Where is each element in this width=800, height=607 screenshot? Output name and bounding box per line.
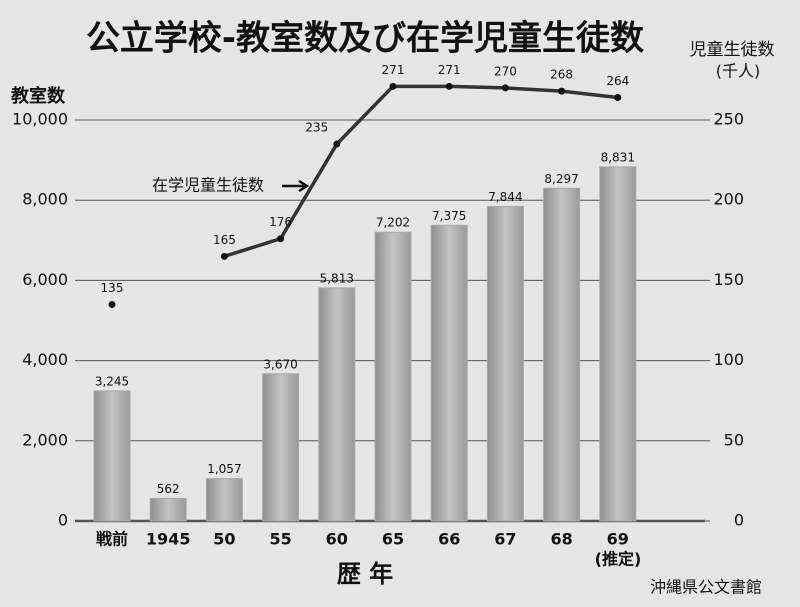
line-value-label: 264	[606, 74, 629, 88]
y2-tick-label: 0	[734, 511, 744, 530]
y-tick-label: 8,000	[22, 190, 68, 209]
line-point	[501, 84, 509, 92]
chart-title: 公立学校-教室数及び在学児童生徒数	[86, 19, 644, 59]
bar-value-label: 8,297	[544, 172, 578, 186]
bar	[374, 231, 412, 522]
x-tick-label: 戦前	[96, 530, 128, 549]
line-point	[108, 300, 116, 308]
y-tick-label: 10,000	[12, 110, 68, 129]
bar-value-label: 562	[157, 482, 180, 496]
bar	[430, 224, 468, 522]
y2-axis-unit: (千人)	[716, 62, 761, 81]
line-point	[389, 82, 397, 90]
x-tick-label: 66	[438, 530, 460, 549]
bar	[149, 497, 187, 522]
bar	[262, 373, 300, 522]
bar	[318, 287, 356, 522]
line-point	[220, 252, 228, 260]
category-note: (推定)	[595, 550, 642, 569]
bar-value-label: 3,245	[95, 374, 129, 388]
x-axis-label: 歴 年	[337, 560, 393, 588]
y-tick-label: 0	[58, 511, 68, 530]
bar	[486, 205, 524, 522]
bar	[543, 187, 581, 522]
x-tick-label: 65	[382, 530, 404, 549]
line-value-label: 271	[382, 63, 405, 77]
line-point	[558, 87, 566, 95]
x-tick-label: 55	[269, 530, 291, 549]
bar-value-label: 8,831	[601, 150, 635, 164]
x-tick-label: 68	[550, 530, 572, 549]
source-watermark: 沖縄県公文書館	[650, 578, 762, 597]
x-tick-label: 69	[607, 530, 629, 549]
bar-value-label: 7,375	[432, 209, 466, 223]
bar	[93, 390, 131, 522]
line-point	[277, 235, 285, 243]
y-tick-label: 4,000	[22, 350, 68, 369]
bar-value-label: 1,057	[207, 462, 241, 476]
line-value-label: 271	[438, 63, 461, 77]
line-point	[333, 140, 341, 148]
bar-value-label: 7,844	[488, 190, 522, 204]
x-tick-label: 60	[326, 530, 348, 549]
line-point	[614, 94, 622, 102]
line-value-label: 135	[101, 281, 124, 295]
line-value-label: 165	[213, 233, 236, 247]
annotation-arrow	[282, 179, 310, 193]
line-value-label: 268	[550, 68, 573, 82]
y2-tick-label: 100	[713, 350, 744, 369]
y2-tick-label: 50	[724, 430, 744, 449]
line-value-label: 235	[305, 121, 328, 135]
y2-tick-label: 150	[713, 270, 744, 289]
series-annotation: 在学児童生徒数	[152, 176, 264, 195]
bar	[599, 166, 637, 522]
bar-value-label: 5,813	[320, 271, 354, 285]
bar-value-label: 3,670	[263, 357, 297, 371]
line	[223, 84, 618, 259]
x-tick-label: 50	[213, 530, 235, 549]
y2-axis-label: 児童生徒数	[690, 40, 775, 60]
line-value-label: 176	[269, 215, 292, 229]
y-tick-label: 6,000	[22, 270, 68, 289]
y-tick-label: 2,000	[22, 430, 68, 449]
y-axis-label: 教室数	[11, 85, 66, 107]
y2-tick-label: 250	[713, 110, 744, 129]
line-value-label: 270	[494, 64, 517, 78]
x-tick-label: 67	[494, 530, 516, 549]
bar-value-label: 7,202	[376, 216, 410, 230]
line-point	[445, 82, 453, 90]
y2-tick-label: 200	[713, 190, 744, 209]
x-tick-label: 1945	[146, 530, 191, 549]
bar	[205, 478, 243, 522]
